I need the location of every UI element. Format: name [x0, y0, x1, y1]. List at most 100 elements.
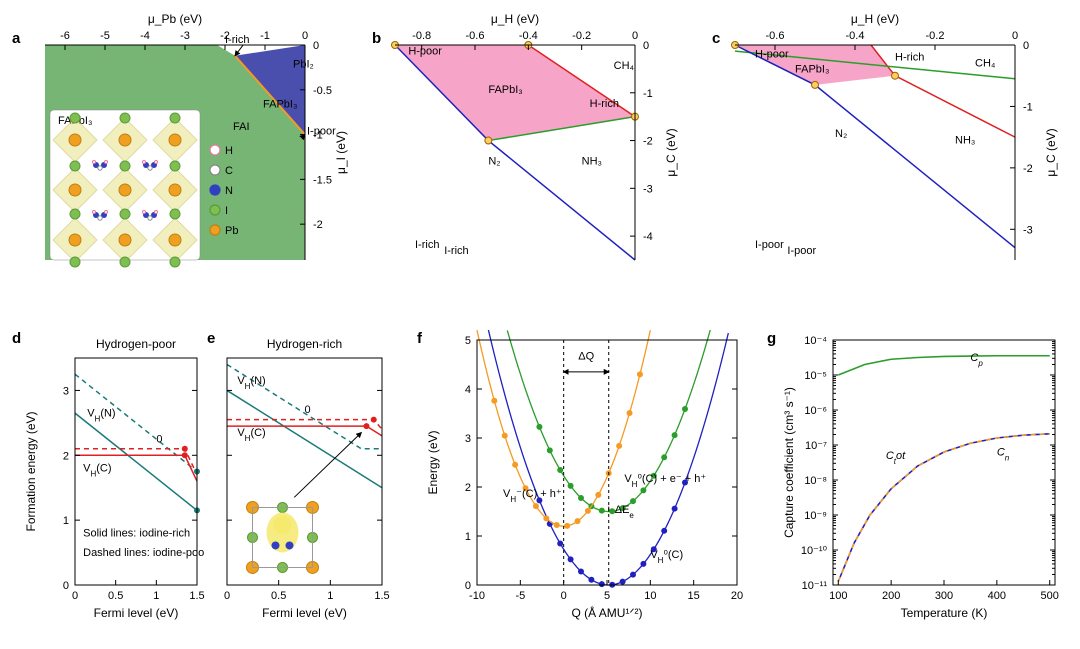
svg-text:0: 0 [156, 433, 162, 445]
svg-text:0: 0 [313, 40, 319, 52]
svg-text:-1: -1 [1023, 101, 1033, 113]
svg-text:I-rich: I-rich [225, 34, 249, 46]
svg-text:0: 0 [305, 404, 311, 416]
svg-text:VH⁰(C) + e⁻ + h⁺: VH⁰(C) + e⁻ + h⁺ [624, 473, 706, 489]
svg-text:-2: -2 [313, 219, 323, 231]
svg-text:-0.8: -0.8 [412, 30, 431, 42]
svg-text:ΔEe: ΔEe [615, 504, 635, 520]
svg-text:-0.6: -0.6 [766, 30, 785, 42]
svg-text:100: 100 [829, 590, 847, 602]
svg-text:Formation energy (eV): Formation energy (eV) [24, 411, 38, 531]
svg-text:1: 1 [465, 531, 471, 543]
panel-label-f: f [417, 330, 422, 347]
svg-text:-0.5: -0.5 [313, 85, 332, 97]
svg-text:N₂: N₂ [835, 128, 847, 140]
svg-text:μ_C (eV): μ_C (eV) [664, 128, 678, 176]
svg-text:2: 2 [63, 450, 69, 462]
svg-text:10⁻⁵: 10⁻⁵ [804, 370, 827, 382]
svg-text:0.5: 0.5 [271, 590, 286, 602]
svg-text:I-poor: I-poor [787, 245, 816, 257]
svg-text:-3: -3 [1023, 224, 1033, 236]
panel-f: VH⁰(C)VH⁰(C) + e⁻ + h⁺VH⁻(C) + h⁺ΔQΔEe-1… [425, 330, 745, 630]
svg-text:-5: -5 [515, 590, 525, 602]
svg-text:300: 300 [935, 590, 953, 602]
svg-text:0: 0 [561, 590, 567, 602]
svg-text:10⁻¹⁰: 10⁻¹⁰ [801, 545, 828, 557]
svg-text:-1: -1 [260, 30, 270, 42]
svg-text:3: 3 [63, 385, 69, 397]
svg-text:I: I [225, 205, 228, 217]
svg-text:0: 0 [643, 40, 649, 52]
panel-label-d: d [12, 330, 21, 347]
svg-text:0: 0 [302, 30, 308, 42]
svg-text:5: 5 [465, 335, 471, 347]
svg-text:-0.4: -0.4 [846, 30, 865, 42]
panel-a: -6-5-4-3-2-10μ_Pb (eV)-2-1.5-1-0.50μ_I (… [20, 5, 350, 270]
svg-text:0: 0 [63, 580, 69, 592]
svg-text:-2: -2 [643, 136, 653, 148]
panel-b: H-poorH-richFAPbI₃CH₄N₂NH₃I-rich-0.8-0.6… [380, 5, 680, 270]
svg-text:CH₄: CH₄ [975, 58, 996, 70]
panel-e: VH(N)VH(C)000.511.5Fermi level (eV)Hydro… [215, 330, 390, 630]
svg-text:15: 15 [688, 590, 700, 602]
svg-text:μ_H (eV): μ_H (eV) [491, 12, 539, 26]
svg-text:Hydrogen-rich: Hydrogen-rich [267, 337, 342, 351]
svg-text:-0.2: -0.2 [572, 30, 591, 42]
svg-text:10⁻⁸: 10⁻⁸ [804, 475, 827, 487]
panel-c: H-poorH-richFAPbI₃CH₄N₂NH₃I-poor-0.6-0.4… [720, 5, 1060, 270]
svg-text:-10: -10 [469, 590, 485, 602]
svg-text:-0.4: -0.4 [519, 30, 538, 42]
svg-text:ΔQ: ΔQ [578, 351, 594, 363]
svg-text:Q (Å AMU¹ᐟ²): Q (Å AMU¹ᐟ²) [571, 605, 642, 620]
svg-text:1: 1 [63, 515, 69, 527]
svg-text:Hydrogen-poor: Hydrogen-poor [96, 337, 176, 351]
svg-text:Ctot: Ctot [886, 450, 906, 466]
svg-text:-1: -1 [643, 88, 653, 100]
svg-text:μ_C (eV): μ_C (eV) [1044, 128, 1058, 176]
svg-text:VH⁰(C): VH⁰(C) [650, 549, 683, 565]
svg-text:I-poor: I-poor [755, 239, 784, 251]
svg-text:10: 10 [644, 590, 656, 602]
svg-text:1.5: 1.5 [189, 590, 204, 602]
svg-text:2: 2 [465, 482, 471, 494]
svg-text:10⁻⁹: 10⁻⁹ [804, 510, 827, 522]
svg-text:0: 0 [224, 590, 230, 602]
svg-text:1: 1 [327, 590, 333, 602]
svg-text:CH₄: CH₄ [614, 60, 635, 72]
panel-d: VH(N)VH(C)0Solid lines: iodine-richDashe… [20, 330, 205, 630]
svg-text:VH(C): VH(C) [83, 463, 111, 479]
svg-text:400: 400 [988, 590, 1006, 602]
svg-text:10⁻⁶: 10⁻⁶ [804, 405, 827, 417]
svg-text:I-rich: I-rich [444, 245, 468, 257]
svg-text:20: 20 [731, 590, 743, 602]
svg-text:10⁻¹¹: 10⁻¹¹ [802, 580, 828, 592]
svg-text:Energy (eV): Energy (eV) [426, 430, 440, 494]
panel-g: CpCtotCn100200300400500Temperature (K)10… [775, 330, 1065, 630]
svg-text:I-poor: I-poor [307, 126, 336, 138]
svg-text:Dashed lines: iodine-poor: Dashed lines: iodine-poor [83, 547, 205, 559]
svg-text:Cp: Cp [970, 352, 983, 368]
panel-label-c: c [712, 30, 720, 47]
svg-text:-0.2: -0.2 [926, 30, 945, 42]
svg-text:H-rich: H-rich [590, 98, 619, 110]
svg-text:0: 0 [1023, 40, 1029, 52]
svg-text:Solid lines: iodine-rich: Solid lines: iodine-rich [83, 527, 190, 539]
svg-text:Fermi level (eV): Fermi level (eV) [94, 606, 179, 620]
svg-text:H-rich: H-rich [895, 51, 924, 63]
svg-text:N₂: N₂ [488, 155, 500, 167]
svg-text:-1.5: -1.5 [313, 174, 332, 186]
svg-text:-0.6: -0.6 [466, 30, 485, 42]
svg-text:0: 0 [1012, 30, 1018, 42]
svg-text:0.5: 0.5 [108, 590, 123, 602]
svg-text:500: 500 [1041, 590, 1059, 602]
panel-label-a: a [12, 30, 20, 47]
svg-text:-4: -4 [643, 231, 653, 243]
svg-text:0: 0 [465, 580, 471, 592]
svg-text:Temperature (K): Temperature (K) [901, 606, 988, 620]
svg-text:Pb: Pb [225, 225, 238, 237]
svg-text:H: H [225, 145, 233, 157]
svg-text:10⁻⁴: 10⁻⁴ [804, 335, 827, 347]
svg-text:-4: -4 [140, 30, 150, 42]
svg-text:C: C [225, 165, 233, 177]
svg-text:3: 3 [465, 433, 471, 445]
